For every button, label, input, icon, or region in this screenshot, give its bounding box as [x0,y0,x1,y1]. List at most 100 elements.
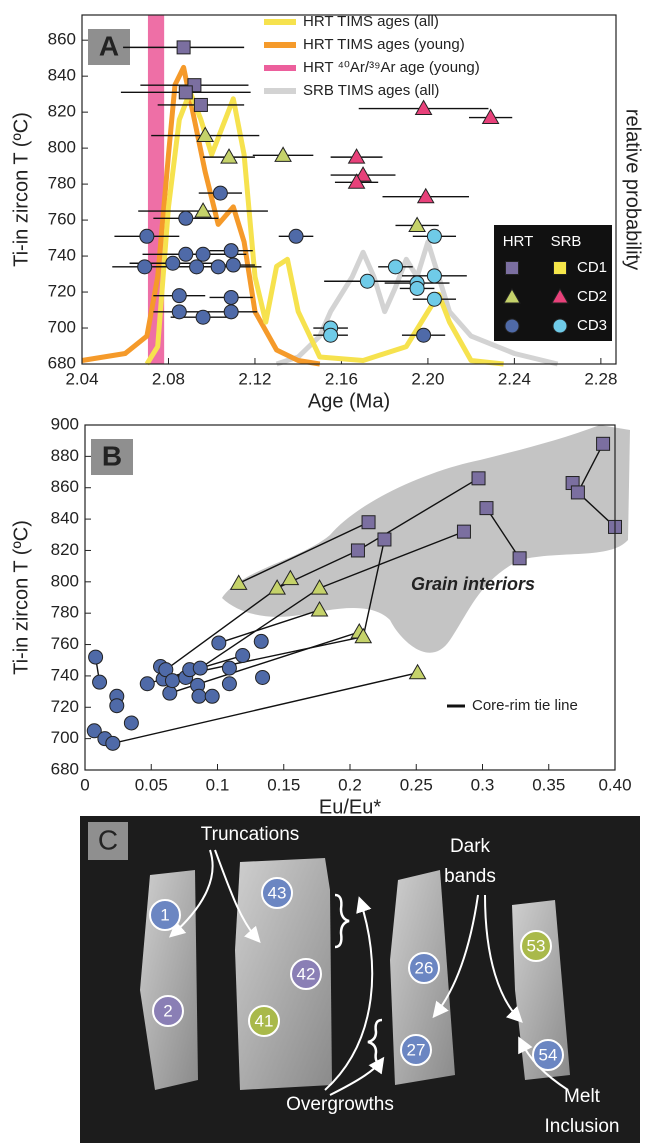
y-tick-label: 680 [51,759,79,778]
x-tick-label: 0.2 [338,775,362,794]
circle-marker [109,698,125,714]
annotation: Overgrowths [286,1094,394,1115]
probability-curve [81,64,321,367]
triangle-marker [408,663,427,680]
annotation: bands [444,866,496,887]
y-axis-title: Ti-in zircon T (ºC) [10,112,32,267]
square-marker [193,97,208,112]
circle-marker [178,246,194,262]
analysis-spot [149,899,181,931]
square-marker [512,551,527,566]
panel-label: B [102,440,122,471]
x-tick-label: 2.24 [498,369,531,388]
circle-marker [288,228,304,244]
zircon-image: C 1 2 43 42 41 26 27 53 54 Truncations Dark bands Ove… [80,816,640,1143]
circle-marker [223,243,239,259]
circle-marker [195,309,211,325]
triangle-marker [408,216,426,232]
analysis-spot [408,952,440,984]
spot-label: 26 [415,958,434,977]
probability-curve [275,239,559,367]
square-marker [596,436,611,451]
circle-marker [195,246,211,262]
triangle-marker [310,579,329,595]
y-axis-title: Ti-in zircon T (ºC) [10,520,32,675]
x-tick-label: 2.04 [65,369,98,388]
y-tick-label: 760 [51,634,79,653]
y-tick-label: 720 [48,282,76,301]
legend-header: SRB [551,233,582,250]
x-tick-label: 0.25 [400,775,433,794]
triangle-marker [229,574,248,590]
triangle-marker [347,148,366,164]
x-tick-label: 2.20 [411,369,444,388]
circle-marker [504,318,520,334]
circle-marker [191,688,207,704]
y-tick-label: 820 [48,102,76,121]
circle-marker [212,185,228,201]
circle-marker [255,669,271,685]
tie-line [199,587,320,669]
triangle-marker [481,108,500,125]
analysis-spot [532,1039,564,1071]
x-tick-label: 0.15 [267,775,300,794]
circle-marker [192,660,208,676]
x-axis-title: Age (Ma) [308,390,390,412]
triangle-marker [194,202,212,218]
square-marker [377,532,392,547]
circle-marker [189,259,205,275]
grain-interior-region [222,425,630,653]
y-tick-label: 860 [48,30,76,49]
circle-marker [552,318,568,334]
y-tick-label: 680 [48,353,76,372]
annotation: Truncations [201,824,300,845]
y-tick-label: 800 [48,138,76,157]
triangle-marker [220,148,238,164]
legend-label: HRT TIMS ages (all) [303,13,439,30]
circle-marker [92,674,108,690]
circle-marker [164,673,180,689]
triangle-marker [310,601,329,617]
circle-marker [426,291,442,307]
annotation: Dark [450,836,491,857]
circle-marker [223,289,239,305]
legend-label: SRB TIMS ages (all) [303,82,439,99]
square-marker [178,85,193,100]
legend-label: HRT TIMS ages (young) [303,36,465,53]
circle-marker [158,662,174,678]
tie-line [238,521,369,585]
spot-label: 43 [268,883,287,902]
x-tick-label: 0 [80,775,89,794]
circle-marker [178,210,194,226]
y-tick-label: 840 [48,66,76,85]
triangle-marker [354,166,372,182]
circle-marker [171,288,187,304]
y-tick-label: 820 [51,540,79,559]
circle-marker [165,255,181,271]
circle-marker [387,259,403,275]
triangle-marker [196,126,215,143]
plot-frame [84,424,616,771]
square-marker [176,40,191,55]
circle-marker [426,228,442,244]
y-tick-label: 700 [51,728,79,747]
circle-marker [416,327,432,343]
x-tick-label: 0.3 [471,775,495,794]
arrow [169,849,214,938]
circle-marker [139,676,155,692]
legend-label: CD2 [577,288,607,305]
brace [334,893,350,949]
x-tick-label: 0.35 [532,775,565,794]
square-marker [570,485,585,500]
triangle-marker [503,287,521,304]
tie-line [485,507,521,559]
circle-marker [409,280,425,296]
analysis-spot [261,877,293,909]
circle-marker [235,648,251,664]
triangle-marker [416,187,435,204]
circle-marker [210,259,226,275]
y-tick-label: 880 [51,446,79,465]
square-marker [350,543,365,558]
square-marker [553,261,567,275]
